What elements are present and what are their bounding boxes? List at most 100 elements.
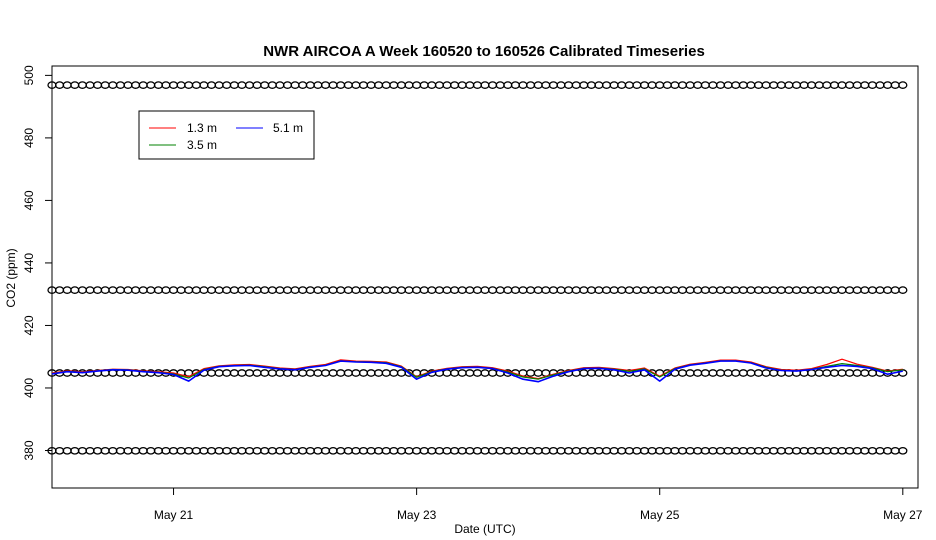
calibration-point	[153, 81, 164, 89]
calibration-point	[753, 286, 764, 294]
calibration-point	[449, 286, 460, 294]
calibration-point	[571, 286, 581, 294]
calibration-point	[525, 446, 536, 455]
calibration-point	[260, 446, 270, 455]
calibration-point	[882, 81, 893, 89]
calibration-point	[358, 369, 369, 377]
calibration-point	[427, 286, 437, 294]
y-tick-label: 460	[22, 190, 36, 210]
calibration-point	[503, 446, 513, 455]
calibration-point	[138, 446, 148, 455]
calibration-point	[411, 286, 422, 294]
calibration-point	[381, 369, 391, 377]
x-axis-label: Date (UTC)	[454, 522, 515, 536]
calibration-point	[396, 81, 407, 89]
calibration-point	[419, 81, 429, 89]
calibration-point	[153, 286, 164, 294]
calibration-point	[366, 446, 376, 455]
calibration-point	[601, 446, 612, 455]
calibration-point	[548, 81, 559, 89]
calibration-point	[548, 446, 559, 455]
calibration-point	[138, 81, 148, 89]
legend-label-5-1m: 5.1 m	[273, 121, 303, 135]
calibration-point	[442, 81, 452, 89]
calibration-point	[746, 446, 756, 455]
calibration-point	[822, 286, 832, 294]
calibration-point	[305, 369, 315, 377]
calibration-point	[358, 446, 369, 455]
calibration-point	[518, 446, 528, 455]
calibration-point	[829, 286, 840, 294]
calibration-point	[495, 81, 505, 89]
calibration-point	[487, 446, 498, 455]
calibration-point	[176, 81, 186, 89]
calibration-point	[624, 446, 634, 455]
x-tick-label: May 25	[640, 508, 680, 522]
calibration-point	[875, 81, 885, 89]
calibration-point	[244, 446, 255, 455]
calibration-point	[366, 369, 376, 377]
calibration-point	[419, 286, 429, 294]
plot-frame	[51, 65, 919, 489]
calibration-point	[647, 286, 657, 294]
calibration-point	[465, 446, 475, 455]
calibration-point	[875, 446, 885, 455]
calibration-point	[769, 286, 779, 294]
calibration-point	[298, 446, 308, 455]
calibration-point	[556, 446, 566, 455]
calibration-point	[624, 286, 634, 294]
calibration-point	[693, 446, 703, 455]
calibration-point	[867, 286, 878, 294]
calibration-point	[639, 81, 650, 89]
calibration-point	[222, 81, 232, 89]
calibration-point	[419, 446, 429, 455]
calibration-point	[427, 81, 437, 89]
calibration-point	[662, 446, 672, 455]
calibration-point	[784, 81, 794, 89]
calibration-point	[298, 369, 308, 377]
calibration-point	[328, 369, 338, 377]
calibration-point	[533, 286, 543, 294]
calibration-point	[677, 369, 688, 377]
calibration-point	[746, 369, 756, 377]
calibration-point	[275, 81, 285, 89]
calibration-point	[677, 446, 688, 455]
calibration-point	[260, 81, 270, 89]
calibration-point	[594, 446, 604, 455]
calibration-point	[229, 81, 239, 89]
calibration-point	[852, 446, 862, 455]
calibration-point	[92, 81, 103, 89]
calibration-point	[738, 81, 748, 89]
calibration-point	[586, 286, 597, 294]
calibration-point	[503, 81, 513, 89]
calibration-point	[366, 286, 376, 294]
calibration-point	[685, 369, 695, 377]
calibration-point	[199, 81, 209, 89]
calibration-point	[184, 286, 194, 294]
calibration-point	[267, 286, 277, 294]
calibration-point	[806, 446, 817, 455]
calibration-point	[320, 369, 331, 377]
calibration-point	[579, 286, 589, 294]
calibration-point	[366, 81, 376, 89]
calibration-point	[442, 446, 452, 455]
calibration-point	[252, 81, 262, 89]
calibration-point	[860, 286, 870, 294]
calibration-point	[427, 446, 437, 455]
calibration-point	[336, 446, 346, 455]
calibration-point	[411, 446, 422, 455]
calibration-point	[320, 81, 331, 89]
calibration-point	[761, 369, 771, 377]
calibration-point	[222, 369, 232, 377]
calibration-point	[829, 446, 840, 455]
calibration-point	[191, 446, 201, 455]
calibration-point	[852, 286, 862, 294]
calibration-point	[168, 81, 179, 89]
calibration-point	[791, 81, 802, 89]
calibration-point	[844, 369, 855, 377]
calibration-point	[784, 446, 794, 455]
calibration-point	[298, 286, 308, 294]
calibration-point	[693, 81, 703, 89]
calibration-point	[480, 286, 490, 294]
calibration-point	[77, 81, 88, 89]
